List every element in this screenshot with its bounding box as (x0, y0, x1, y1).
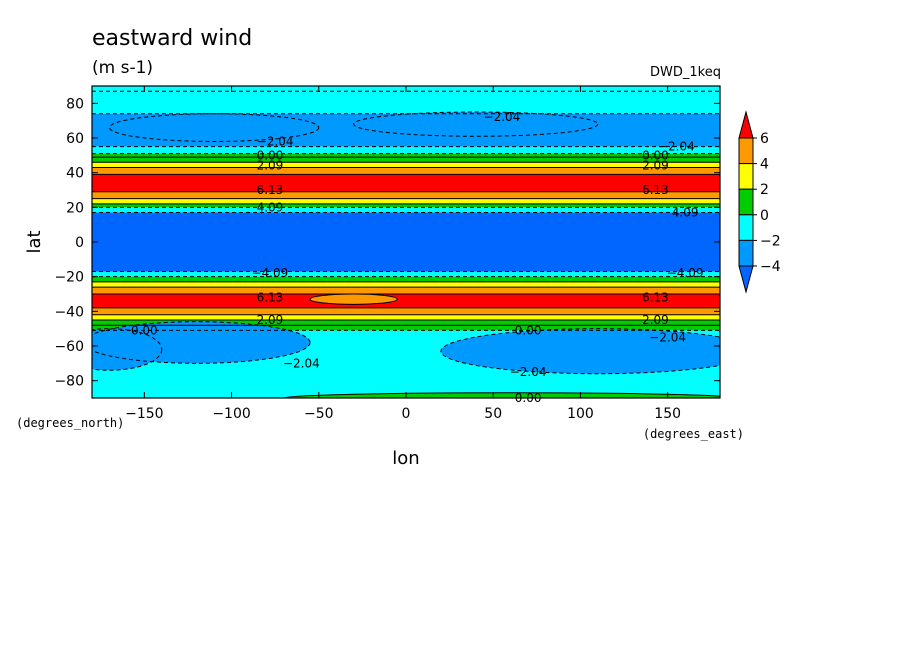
contour-label-8: 2.09 (642, 159, 669, 173)
contour-label-3: 0.00 (257, 148, 284, 162)
colorbar-top-arrow (738, 110, 754, 139)
contour-line-layer (92, 90, 720, 398)
x-tick-label-5: 100 (567, 406, 594, 422)
colorbar-label-0: 6 (760, 131, 769, 147)
contour-outline-4 (92, 328, 163, 371)
y-tick-label-4: 0 (75, 235, 84, 251)
contour-band-12 (92, 207, 720, 213)
contour-band-5 (92, 157, 720, 163)
contour-band-15 (92, 276, 720, 282)
contour-band-17 (92, 287, 720, 294)
y-tick-label-8: −80 (54, 374, 84, 390)
contour-label-0: −2.04 (257, 134, 294, 148)
colorbar-label-3: 0 (760, 208, 769, 224)
contour-label-20: −2.04 (283, 356, 320, 370)
x-tick-label-2: −50 (304, 406, 334, 422)
y-axis-units: (degrees_north) (16, 416, 124, 430)
contour-band-20 (92, 314, 720, 320)
contour-band-7 (92, 167, 720, 175)
contour-label-10: 4.09 (672, 206, 699, 220)
contour-label-2: −2.04 (658, 140, 695, 154)
x-axis-label: lon (392, 448, 419, 469)
contour-region-0 (109, 113, 319, 142)
contour-band-22 (92, 325, 720, 331)
contour-outline-2 (92, 321, 311, 364)
y-tick-label-5: −20 (54, 270, 84, 286)
contour-band-11 (92, 203, 720, 208)
contour-label-16: 2.09 (642, 313, 669, 327)
contour-label-12: −4.09 (667, 266, 704, 280)
contour-band-10 (92, 198, 720, 204)
y-tick-label-2: 40 (66, 166, 84, 182)
contour-label-13: 6.13 (257, 290, 284, 304)
contour-label-14: 2.09 (257, 313, 284, 327)
contour-region-4 (92, 328, 162, 371)
x-tick-label-6: 150 (654, 406, 681, 422)
x-tick-label-4: 50 (484, 406, 502, 422)
colorbar-bottom-arrow (738, 265, 754, 294)
contour-band-21 (92, 320, 720, 326)
contour-label-11: −4.09 (252, 266, 289, 280)
x-axis-units: (degrees_east) (643, 427, 744, 441)
x-tick-label-1: −100 (212, 406, 250, 422)
contour-region-1 (353, 112, 598, 137)
colorbar-segment-2 (738, 188, 754, 216)
colorbar: 6 4 2 0 −2 −4 (738, 110, 781, 294)
contour-label-1: −2.04 (484, 110, 521, 124)
contour-label-18: 0.00 (515, 323, 542, 337)
contour-band-6 (92, 162, 720, 168)
contour-label-21: −2.04 (510, 365, 547, 379)
contour-label-19: −2.04 (649, 330, 686, 344)
chart-units: (m s-1) (92, 58, 153, 78)
contour-band-3 (92, 146, 720, 154)
contour-band-8 (92, 174, 720, 192)
colorbar-segment-0 (738, 137, 754, 165)
colorbar-label-1: 4 (760, 157, 769, 173)
contour-band-9 (92, 191, 720, 199)
y-tick-label-1: 60 (66, 131, 84, 147)
contour-outline-6 (309, 293, 398, 305)
contour-band-4 (92, 153, 720, 158)
y-axis-label: lat (24, 230, 45, 253)
y-tick-label-0: 80 (66, 96, 84, 112)
colorbar-segment-3 (738, 214, 754, 241)
chart-title: eastward wind (92, 26, 252, 51)
contour-band-1 (92, 91, 720, 114)
contour-outline-3 (440, 328, 720, 375)
contour-band-19 (92, 307, 720, 315)
contour-label-6: 4.09 (257, 200, 284, 214)
x-axis-ticks: −150 −100 −50 0 50 100 150 (125, 86, 681, 422)
contour-label-5: 6.13 (257, 183, 284, 197)
x-tick-label-0: −150 (125, 406, 163, 422)
y-tick-label-6: −40 (54, 304, 84, 320)
dataset-tag: DWD_1keq (650, 65, 721, 80)
colorbar-label-4: −2 (760, 233, 781, 249)
contour-label-15: 6.13 (642, 290, 669, 304)
contour-band-18 (92, 294, 720, 308)
contour-outline-1 (353, 111, 599, 137)
y-tick-label-7: −60 (54, 339, 84, 355)
colorbar-segment-1 (738, 163, 754, 190)
contour-fill-layer (92, 86, 720, 398)
contour-label-17: 0.00 (131, 323, 158, 337)
y-tick-label-3: 20 (66, 200, 84, 216)
contour-band-14 (92, 271, 720, 277)
colorbar-label-2: 2 (760, 182, 769, 198)
contour-region-3 (440, 328, 720, 374)
contour-band-16 (92, 281, 720, 288)
contour-region-5 (283, 392, 720, 398)
contour-label-layer: −2.04−2.04−2.040.002.096.134.090.002.096… (131, 110, 704, 405)
colorbar-label-5: −4 (760, 259, 781, 275)
contour-region-6 (310, 294, 398, 305)
x-tick-label-3: 0 (402, 406, 411, 422)
colorbar-segment-4 (738, 239, 754, 267)
y-axis-ticks: 80 60 40 20 0 −20 −40 −60 −80 (54, 96, 720, 390)
contour-label-9: 6.13 (642, 183, 669, 197)
contour-outline-0 (108, 113, 320, 142)
contour-band-13 (92, 212, 720, 272)
contour-label-4: 2.09 (257, 159, 284, 173)
contour-label-7: 0.00 (642, 148, 669, 162)
